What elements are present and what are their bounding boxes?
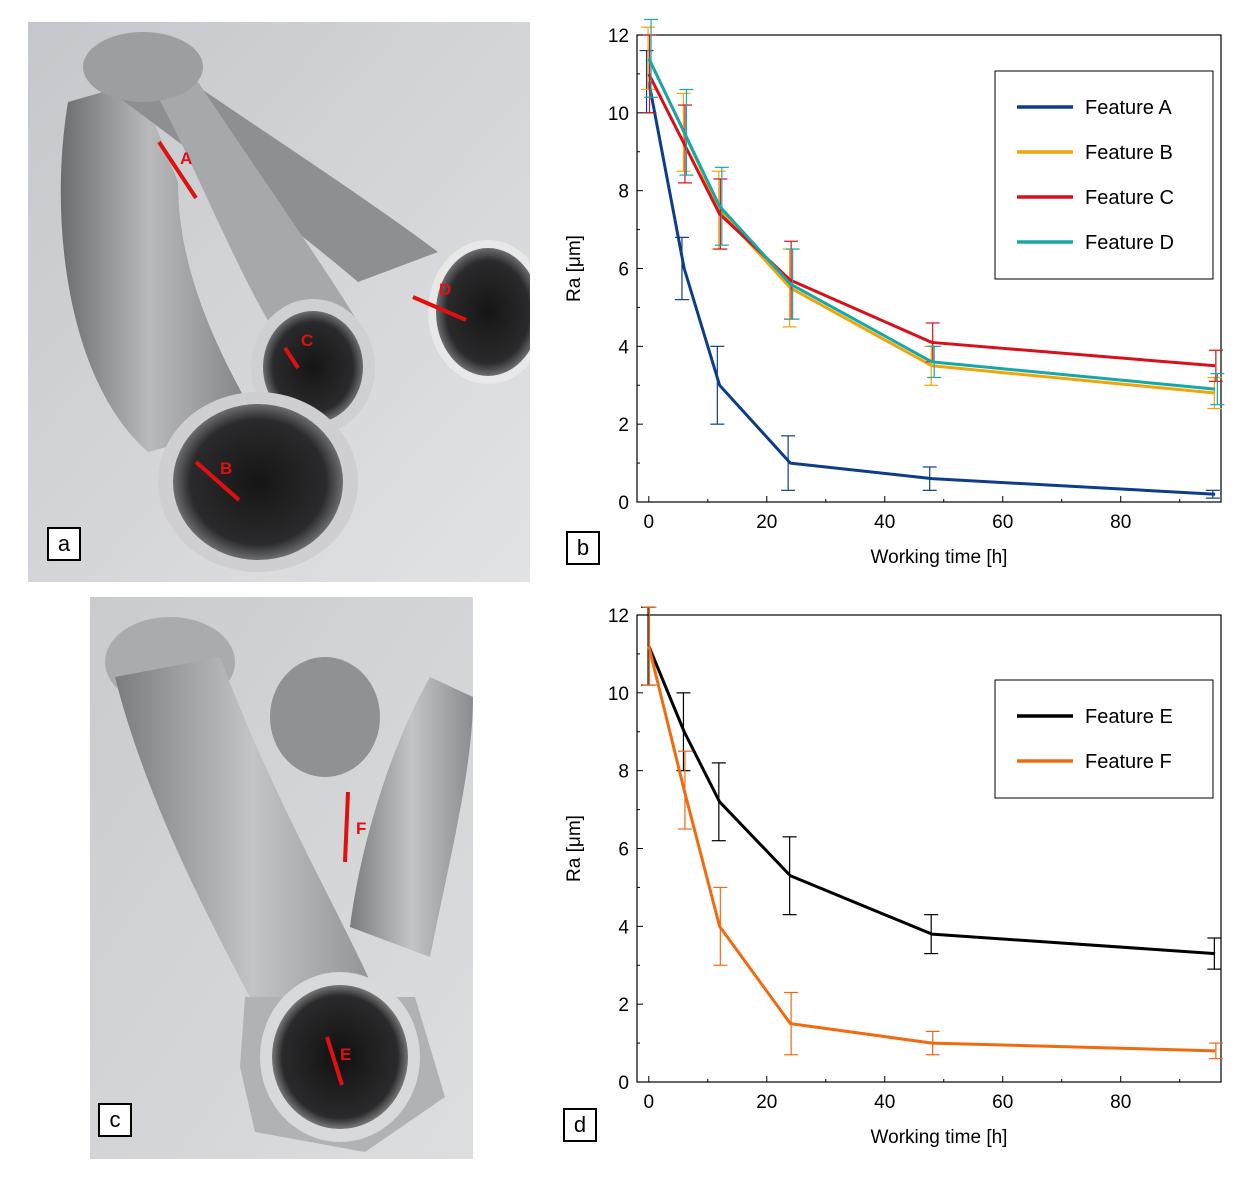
- chart-d-svg: 0 20 40 60 80 0 2 4 6 8 10 12 Working time [h] Ra [μm…: [564, 606, 1223, 1148]
- x-tick-label: 60: [992, 512, 1013, 533]
- panel-label-a: a: [47, 527, 81, 561]
- photo-part-a: A B C D: [28, 22, 530, 582]
- legend-label: Feature E: [1085, 706, 1173, 728]
- panel-label-d: d: [563, 1108, 597, 1142]
- y-tick-label: 2: [618, 415, 629, 436]
- feature-b-annotation: B: [220, 459, 232, 478]
- x-axis-label: Working time [h]: [871, 547, 1008, 568]
- photo-part-c: F E: [90, 597, 473, 1159]
- chart-d: 0 20 40 60 80 0 2 4 6 8 10 12 Working time [h] Ra [μm…: [545, 590, 1245, 1170]
- feature-f-annotation: F: [356, 819, 366, 838]
- chart-b: 0 20 40 60 80 0 2 4 6 8 10 12 Working time [h] Ra [μm…: [545, 10, 1245, 590]
- y-tick-label: 10: [608, 104, 629, 125]
- legend-label: Feature D: [1085, 232, 1174, 254]
- y-tick-label: 8: [618, 182, 629, 203]
- x-tick-label: 0: [644, 512, 655, 533]
- panel-label-c: c: [98, 1103, 132, 1137]
- y-tick-label: 10: [608, 684, 629, 705]
- feature-d-annotation: D: [439, 280, 451, 299]
- y-tick-label: 8: [618, 762, 629, 783]
- series-line: [647, 645, 1216, 956]
- series-feature-d: [644, 18, 1225, 406]
- series-feature-e: [641, 606, 1222, 970]
- series-feature-a: [639, 49, 1220, 499]
- x-axis-label: Working time [h]: [871, 1127, 1008, 1148]
- panel-label-b: b: [566, 531, 600, 565]
- y-axis-label: Ra [μm]: [564, 235, 585, 302]
- legend-label: Feature C: [1085, 187, 1174, 209]
- series-feature-f: [642, 606, 1223, 1060]
- y-tick-label: 2: [618, 995, 629, 1016]
- x-tick-label: 40: [874, 1092, 895, 1113]
- x-tick-label: 20: [756, 512, 777, 533]
- y-tick-label: 0: [618, 1073, 629, 1094]
- manifold-photo-c: F E: [90, 597, 473, 1159]
- x-tick-label: 80: [1110, 512, 1131, 533]
- feature-c-annotation: C: [301, 331, 313, 350]
- y-tick-label: 12: [608, 26, 629, 47]
- series-line: [647, 57, 1216, 391]
- x-tick-label: 20: [756, 1092, 777, 1113]
- y-tick-label: 4: [618, 917, 629, 938]
- y-tick-label: 6: [618, 840, 629, 861]
- feature-e-annotation: E: [340, 1045, 351, 1064]
- x-tick-label: 40: [874, 512, 895, 533]
- x-tick-label: 60: [992, 1092, 1013, 1113]
- legend-box: [994, 679, 1214, 799]
- legend-label: Feature B: [1085, 142, 1173, 164]
- y-axis-label: Ra [μm]: [564, 815, 585, 882]
- feature-a-annotation: A: [180, 149, 192, 168]
- y-tick-label: 12: [608, 606, 629, 627]
- y-tick-label: 4: [618, 337, 629, 358]
- x-tick-label: 80: [1110, 1092, 1131, 1113]
- y-tick-label: 0: [618, 493, 629, 514]
- series-line: [647, 645, 1216, 1053]
- series-line: [647, 81, 1216, 496]
- chart-b-svg: 0 20 40 60 80 0 2 4 6 8 10 12 Working time [h] Ra [μm…: [564, 18, 1225, 568]
- legend-label: Feature A: [1085, 97, 1172, 119]
- legend-label: Feature F: [1085, 751, 1172, 773]
- manifold-photo-a: A B C D: [28, 22, 530, 582]
- x-tick-label: 0: [644, 1092, 655, 1113]
- y-tick-label: 6: [618, 260, 629, 281]
